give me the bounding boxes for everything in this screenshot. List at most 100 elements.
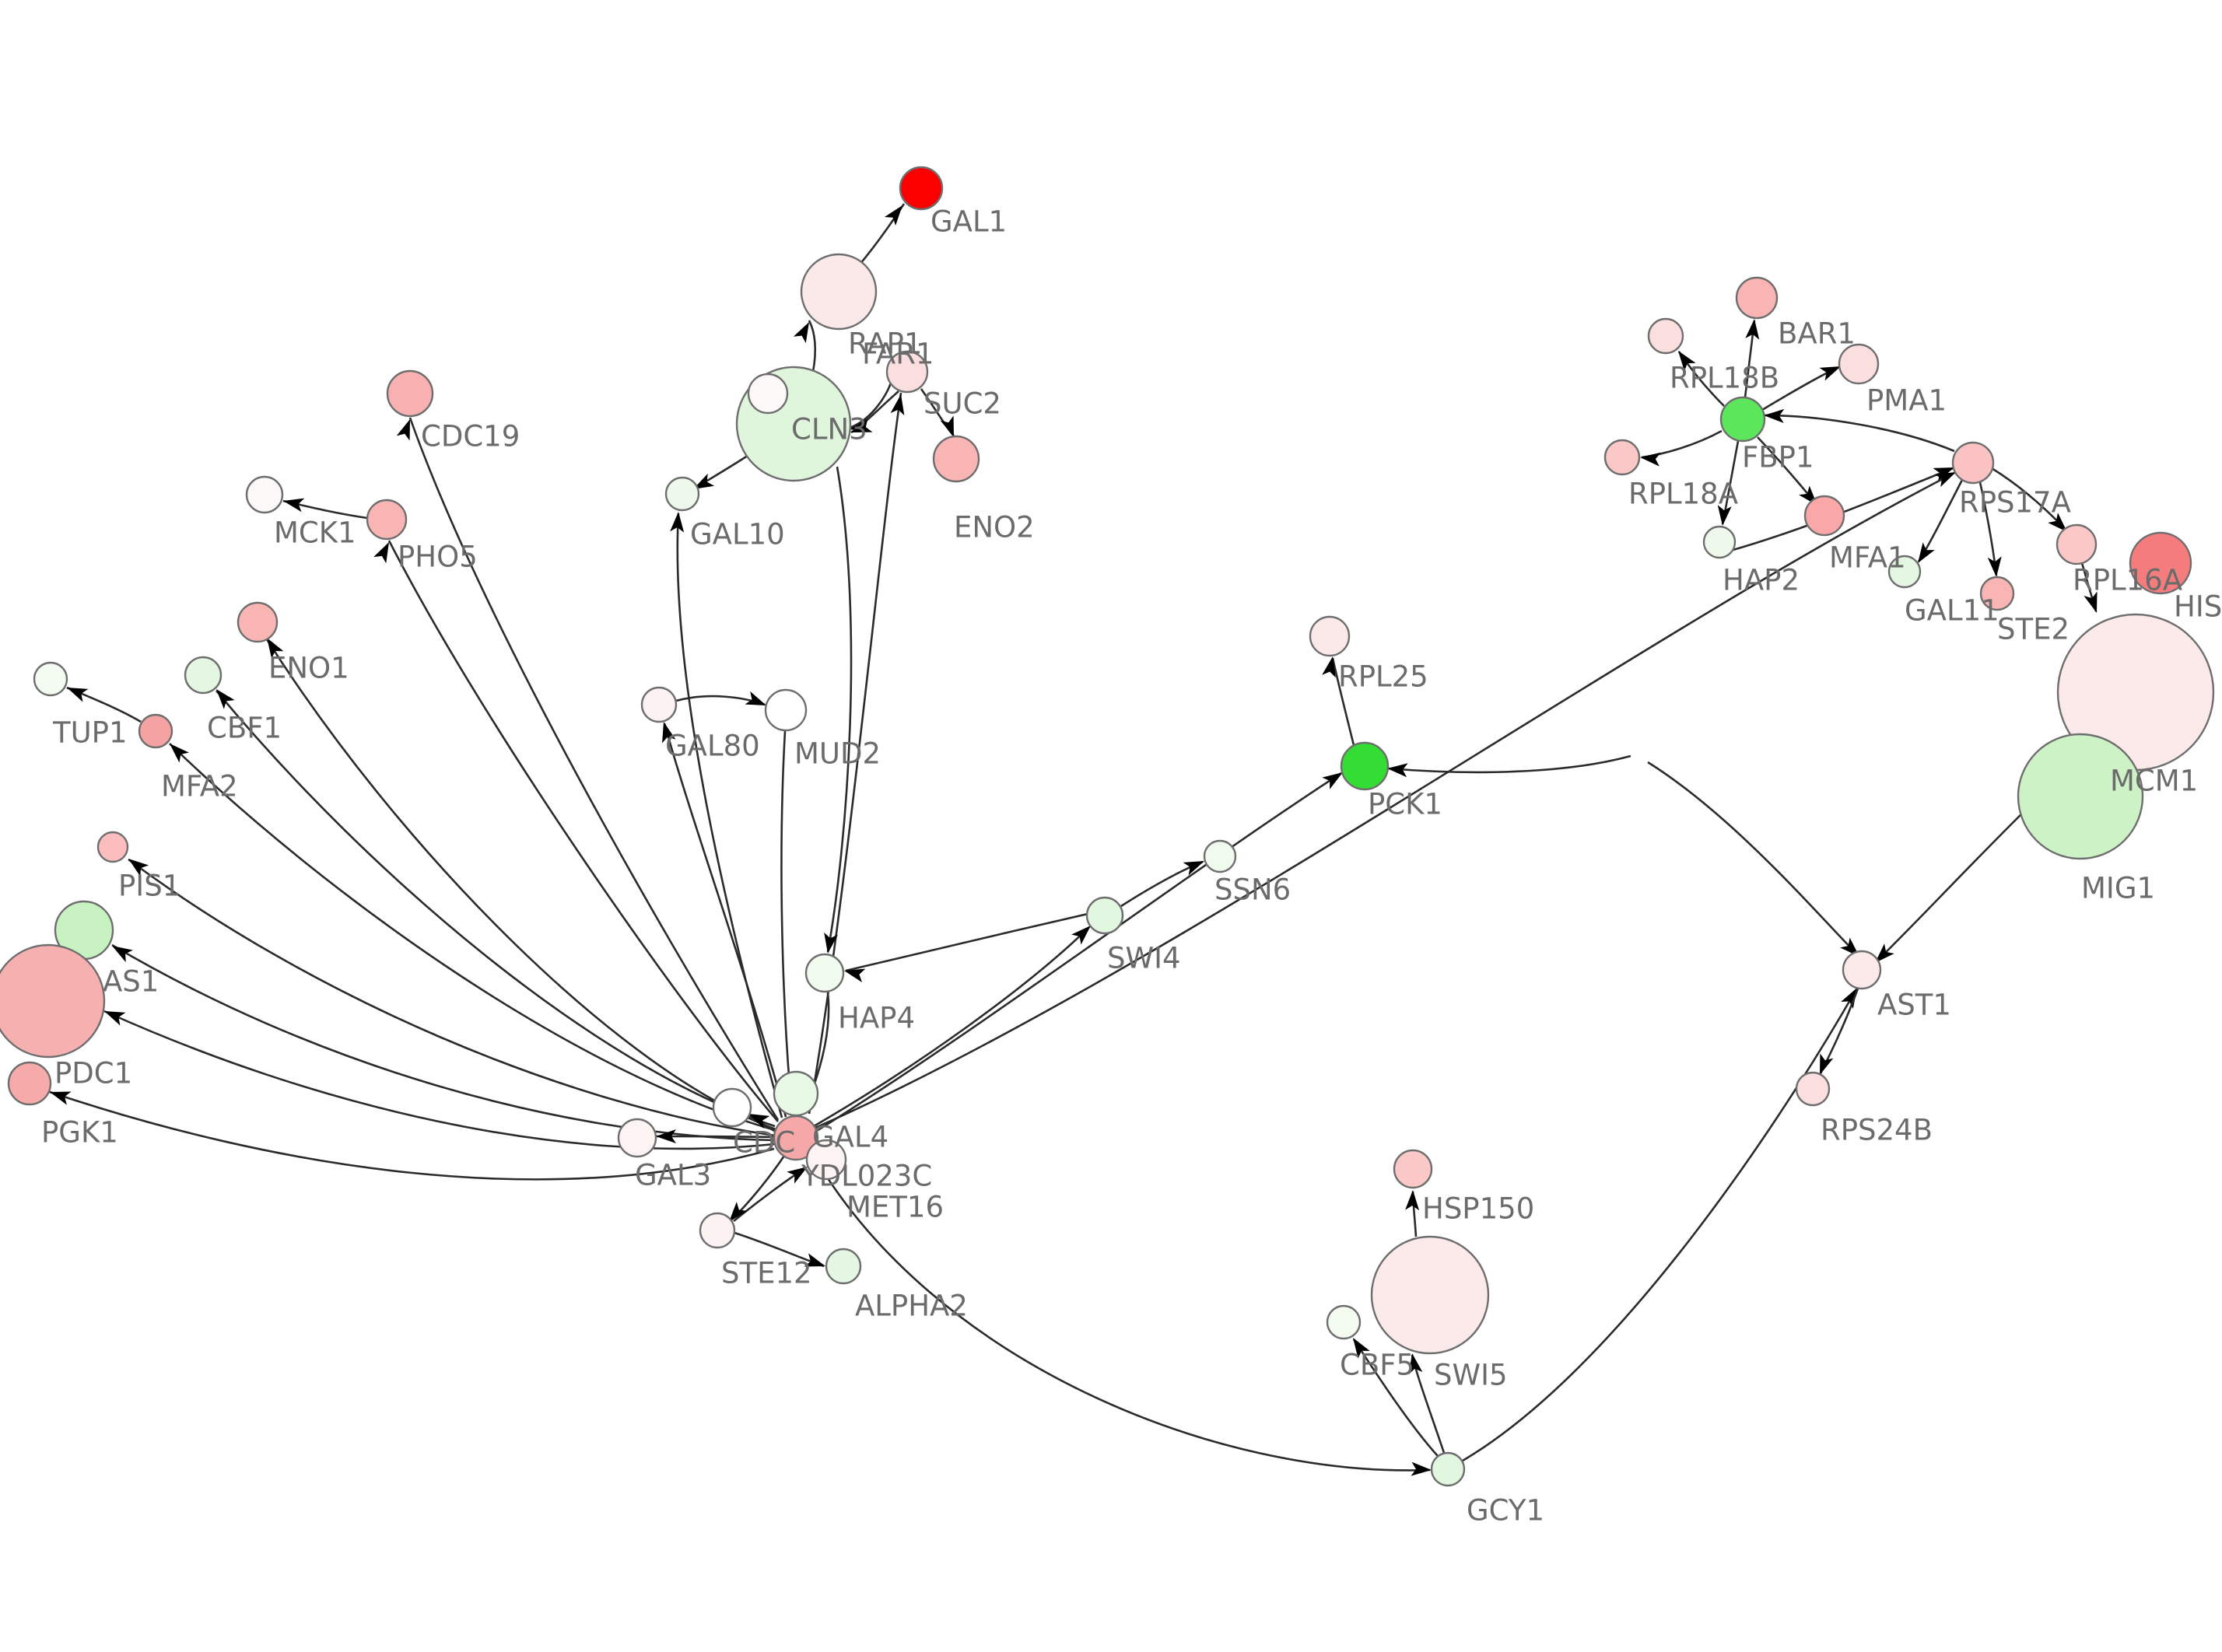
edge: [1677, 351, 1725, 407]
node-label-pma1: PMA1: [1866, 384, 1947, 418]
graph-node-gal80[interactable]: [640, 686, 678, 723]
graph-node-ssn6[interactable]: [1203, 839, 1237, 873]
edge: [808, 392, 905, 1115]
graph-node-gcy1[interactable]: [1430, 1451, 1466, 1487]
graph-node-cdc19[interactable]: [386, 369, 434, 418]
arrowhead-icon: [1875, 943, 1894, 963]
graph-node-bar1[interactable]: [1735, 276, 1779, 320]
edge-path: [111, 943, 775, 1142]
graph-node-pma1[interactable]: [1838, 343, 1880, 385]
graph-node-pck1[interactable]: [1340, 741, 1390, 791]
arrowhead-icon: [2084, 591, 2098, 613]
graph-node-pho5[interactable]: [366, 499, 408, 541]
arrowhead-icon: [884, 205, 902, 226]
graph-node-met16[interactable]: [773, 1070, 819, 1117]
edge: [1991, 467, 2067, 532]
node-label-pis1: PIS1: [118, 870, 180, 903]
edge-path: [815, 772, 1342, 1133]
arrowhead-icon: [670, 512, 685, 533]
node-label-gal80: GAL80: [665, 730, 760, 763]
graph-node-mig1[interactable]: [2017, 733, 2144, 860]
graph-node-pis1[interactable]: [96, 831, 129, 863]
graph-node-gal1[interactable]: [899, 166, 944, 211]
graph-node-swi4[interactable]: [1085, 896, 1124, 935]
edge-path: [663, 723, 787, 1118]
arrowhead-icon: [1322, 656, 1336, 678]
graph-node-pdc1[interactable]: [0, 943, 106, 1059]
graph-node-his4[interactable]: [2129, 531, 2192, 595]
graph-node-mud2[interactable]: [764, 688, 808, 732]
graph-node-mck1[interactable]: [245, 475, 284, 514]
graph-node-hsp150[interactable]: [1393, 1149, 1433, 1189]
graph-node-hap4[interactable]: [804, 953, 845, 993]
graph-node-gal10[interactable]: [664, 476, 700, 512]
graph-node-mfa2[interactable]: [138, 713, 173, 749]
graph-node-rpl25[interactable]: [1309, 615, 1351, 657]
arrowhead-icon: [793, 322, 809, 344]
node-label-cdc19: CDC19: [421, 420, 520, 453]
graph-node-rap1[interactable]: [800, 253, 878, 331]
graph-node-gal3[interactable]: [617, 1118, 657, 1158]
graph-node-ydl023c[interactable]: [805, 1139, 847, 1181]
node-label-mfa2: MFA2: [161, 770, 238, 803]
edge: [2080, 562, 2098, 613]
arrowhead-icon: [787, 1167, 808, 1184]
node-label-mck1: MCK1: [274, 516, 356, 550]
edge: [396, 417, 780, 1121]
graph-node-eno2[interactable]: [932, 435, 980, 483]
graph-node-cbf1[interactable]: [184, 656, 223, 695]
arrowhead-icon: [1405, 1190, 1420, 1211]
graph-node-gal4[interactable]: [773, 1115, 819, 1161]
node-label-mfa1: MFA1: [1829, 541, 1906, 575]
node-label-rpl25: RPL25: [1338, 660, 1428, 694]
edge: [813, 926, 1091, 1128]
node-label-eno1: ENO1: [268, 652, 349, 685]
node-label-pck1: PCK1: [1368, 788, 1442, 821]
arrowhead-icon: [373, 542, 389, 564]
edge: [793, 320, 817, 373]
edge: [675, 691, 766, 706]
graph-node-ste2[interactable]: [1979, 576, 2015, 611]
edge: [844, 912, 1088, 983]
node-label-rpl18a: RPL18A: [1628, 478, 1738, 511]
graph-node-pgk1[interactable]: [7, 1061, 52, 1106]
graph-node-ste12[interactable]: [699, 1212, 736, 1249]
edge-path: [1719, 467, 1954, 555]
edge: [1744, 319, 1760, 398]
graph-node-rpl16a[interactable]: [2056, 523, 2098, 565]
arrowhead-icon: [745, 691, 766, 705]
edge: [1819, 988, 1859, 1075]
edge: [815, 772, 1343, 1133]
graph-node-cbf5[interactable]: [1326, 1304, 1362, 1340]
arrowhead-icon: [1353, 1338, 1370, 1359]
graph-node-fbp1[interactable]: [1719, 396, 1766, 443]
graph-node-tup1[interactable]: [33, 661, 68, 697]
node-label-gal10: GAL10: [690, 518, 785, 551]
graph-node-cdc39[interactable]: [712, 1087, 752, 1128]
graph-node-rps24b[interactable]: [1795, 1071, 1831, 1107]
graph-node-mfa1[interactable]: [1803, 495, 1845, 537]
graph-node-alpha2[interactable]: [825, 1248, 862, 1285]
graph-node-far1[interactable]: [885, 350, 929, 394]
graph-node-rps17a[interactable]: [1951, 441, 1995, 485]
graph-node-gal11[interactable]: [1887, 555, 1922, 589]
edge: [656, 1129, 776, 1143]
node-label-ssn6: SSN6: [1214, 873, 1291, 907]
graph-node-rpl18a[interactable]: [1603, 439, 1641, 476]
node-label-as1: AS1: [103, 965, 159, 999]
arrowhead-icon: [396, 419, 410, 441]
graph-node-swi5[interactable]: [1370, 1235, 1490, 1355]
edge-path: [813, 926, 1090, 1128]
graph-node-hap2[interactable]: [1702, 525, 1737, 559]
edge-path: [780, 730, 794, 1115]
graph-node-rpl18b[interactable]: [1647, 317, 1684, 355]
edge: [1764, 408, 1955, 453]
edge: [662, 722, 787, 1118]
node-label-mud2: MUD2: [794, 737, 881, 771]
node-label-swi4: SWI4: [1107, 942, 1181, 975]
graph-node-ast1[interactable]: [1842, 950, 1882, 990]
graph-node-eno1[interactable]: [237, 601, 279, 643]
arrowhead-icon: [216, 689, 235, 709]
graph-node-cln3sat[interactable]: [747, 373, 789, 415]
